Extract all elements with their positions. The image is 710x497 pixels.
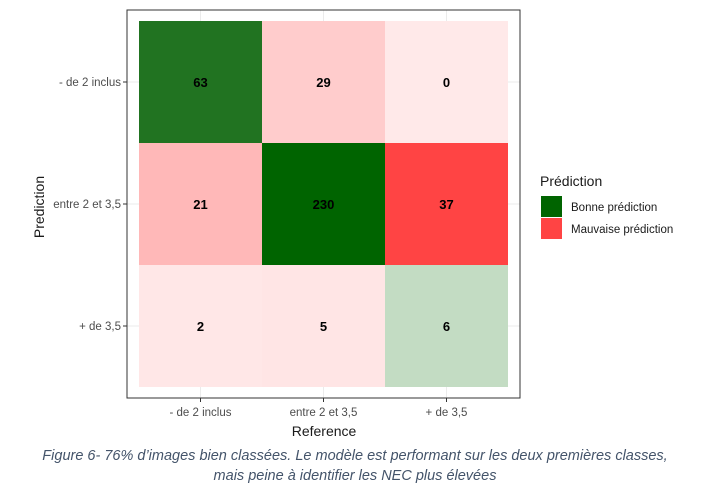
heatmap-cell — [262, 143, 385, 265]
x-axis-title: Reference — [292, 423, 357, 439]
x-tick-label: + de 3,5 — [426, 407, 468, 419]
cell-value-label: 63 — [193, 75, 207, 90]
cell-value-label: 29 — [316, 75, 330, 90]
legend-title: Prédiction — [540, 173, 602, 189]
legend: Prédiction Bonne prédiction Mauvaise préd… — [540, 173, 673, 239]
heatmap-cell — [385, 21, 508, 143]
legend-entry-label: Mauvaise prédiction — [571, 224, 673, 236]
cell-labels: 63 29 0 21 230 37 2 5 6 — [193, 75, 453, 334]
figure-caption-line-2: mais peine à identifier les NEC plus éle… — [213, 468, 497, 484]
heatmap-cell — [139, 265, 262, 387]
legend-entry-label: Bonne prédiction — [571, 202, 657, 214]
cell-value-label: 230 — [313, 197, 335, 212]
confusion-matrix-chart: 63 29 0 21 230 37 2 5 6 - de 2 inclus entre 2 et … — [31, 9, 673, 439]
heatmap-cells — [139, 21, 508, 387]
heatmap-cell — [139, 21, 262, 143]
heatmap-cell — [262, 265, 385, 387]
legend-entries: Bonne prédiction Mauvaise prédiction — [541, 196, 673, 239]
heatmap-cell — [139, 143, 262, 265]
cell-value-label: 21 — [193, 197, 207, 212]
y-axis-ticks: - de 2 inclus entre 2 et 3,5 + de 3,5 — [53, 77, 127, 333]
y-tick-label: entre 2 et 3,5 — [53, 199, 121, 211]
figure-caption-line-1: Figure 6- 76% d’images bien classées. Le… — [42, 448, 668, 464]
legend-swatch — [541, 196, 562, 217]
cell-value-label: 37 — [439, 197, 453, 212]
x-tick-label: - de 2 inclus — [169, 407, 231, 419]
cell-value-label: 6 — [443, 319, 450, 334]
heatmap-cell — [385, 265, 508, 387]
cell-value-label: 5 — [320, 319, 327, 334]
y-axis-title: Prediction — [31, 176, 47, 238]
x-tick-label: entre 2 et 3,5 — [290, 407, 358, 419]
heatmap-cell — [385, 143, 508, 265]
cell-value-label: 0 — [443, 75, 450, 90]
y-tick-label: + de 3,5 — [79, 321, 121, 333]
cell-value-label: 2 — [197, 319, 204, 334]
heatmap-cell — [262, 21, 385, 143]
x-axis-ticks: - de 2 inclus entre 2 et 3,5 + de 3,5 — [169, 398, 467, 419]
legend-swatch — [541, 218, 562, 239]
y-tick-label: - de 2 inclus — [59, 77, 121, 89]
